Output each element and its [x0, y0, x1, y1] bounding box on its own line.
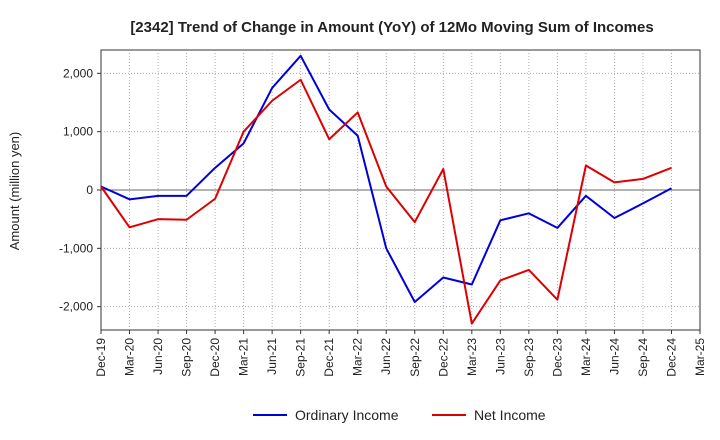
x-tick-label: Mar-23 [465, 338, 479, 376]
x-tick-label: Sep-21 [294, 338, 308, 377]
series-line-net-income [100, 78, 672, 325]
y-tick-label: 2,000 [63, 66, 93, 80]
series-layer [100, 54, 672, 325]
x-axis-ticks: Dec-19 Mar-20 Jun-20 Sep-20 Dec-20 Mar-21 Jun-… [94, 330, 707, 377]
legend-label-ordinary-income: Ordinary Income [295, 407, 399, 423]
y-tick-label: 0 [86, 183, 93, 197]
legend-label-net-income: Net Income [474, 407, 546, 423]
y-tick-label: -1,000 [59, 241, 93, 255]
chart-title: [2342] Trend of Change in Amount (YoY) o… [130, 19, 653, 36]
grid-lines [101, 50, 700, 330]
x-tick-label: Dec-23 [550, 338, 564, 377]
x-tick-label: Mar-21 [237, 338, 251, 376]
x-tick-label: Dec-24 [664, 338, 678, 377]
x-tick-label: Mar-25 [693, 338, 707, 376]
x-tick-label: Mar-24 [579, 338, 593, 376]
x-tick-label: Mar-20 [123, 338, 137, 376]
y-tick-label: 1,000 [63, 125, 93, 139]
legend: Ordinary Income Net Income [253, 407, 546, 423]
x-tick-label: Dec-20 [208, 338, 222, 377]
x-tick-label: Dec-19 [94, 338, 108, 377]
x-tick-label: Sep-24 [636, 338, 650, 377]
x-tick-label: Dec-21 [322, 338, 336, 377]
x-tick-label: Jun-24 [607, 338, 621, 375]
x-tick-label: Jun-20 [151, 338, 165, 375]
x-tick-label: Mar-22 [351, 338, 365, 376]
x-tick-label: Jun-23 [493, 338, 507, 375]
y-tick-label: -2,000 [59, 300, 93, 314]
x-tick-label: Dec-22 [436, 338, 450, 377]
x-tick-label: Sep-23 [522, 338, 536, 377]
x-tick-label: Sep-20 [180, 338, 194, 377]
x-tick-label: Jun-21 [265, 338, 279, 375]
x-tick-label: Jun-22 [379, 338, 393, 375]
x-tick-label: Sep-22 [408, 338, 422, 377]
y-axis-label: Amount (million yen) [7, 132, 22, 251]
y-axis-ticks: -2,000 -1,000 0 1,000 2,000 [59, 66, 101, 314]
